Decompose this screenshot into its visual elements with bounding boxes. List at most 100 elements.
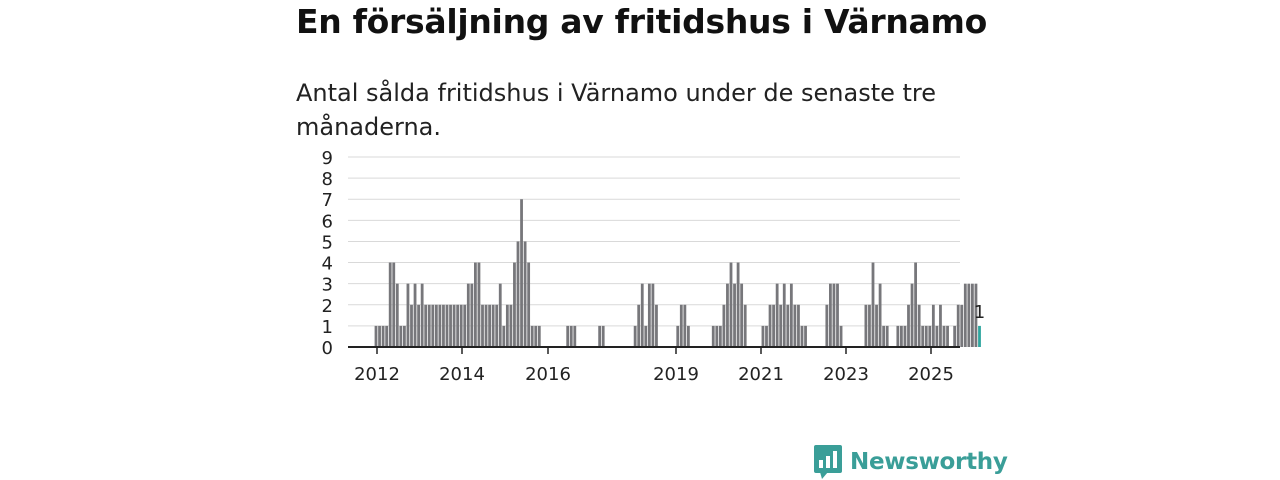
bar [601,325,605,347]
bar [953,325,957,347]
bar [839,325,843,347]
bar [896,325,900,347]
bar [566,325,570,347]
bar [449,304,452,347]
bar [878,283,882,347]
bar [385,325,389,347]
bar [974,283,978,347]
x-tick-label: 2019 [653,364,699,385]
bar [381,325,385,347]
bar [775,283,779,347]
y-tick-label: 4 [322,254,333,275]
bar [406,283,410,347]
bar [520,199,523,347]
bar [445,304,449,347]
bar [935,325,939,347]
bar [885,325,889,347]
bar [442,304,445,347]
y-tick-label: 7 [322,190,333,211]
x-tick-label: 2025 [908,364,954,385]
bar [800,325,804,347]
bar [733,283,736,347]
y-tick-label: 8 [322,169,333,190]
bar [516,241,520,347]
y-tick-label: 3 [322,275,333,296]
bar [655,304,658,347]
bar [530,325,534,347]
bar [772,304,775,347]
bar [789,283,793,347]
x-tick-label: 2021 [738,364,784,385]
bar-latest [978,325,981,347]
x-tick-label: 2014 [439,364,485,385]
x-tick-label: 2023 [823,364,869,385]
bar [740,283,744,347]
bar [463,304,467,347]
bar [921,325,925,347]
bar [410,304,413,347]
bar [761,325,765,347]
bar [875,304,878,347]
bar [765,325,768,347]
bar [523,241,527,347]
bar [644,325,648,347]
bar [729,262,733,347]
bar [505,304,509,347]
bar [900,325,903,347]
bar [495,304,499,347]
bar [743,304,747,347]
bar [420,283,424,347]
x-tick-label: 2012 [354,364,400,385]
bar [960,304,964,347]
bar [779,304,783,347]
bar [434,304,438,347]
bar [509,304,513,347]
bar [768,304,772,347]
brand-name: Newsworthy [850,449,1008,475]
bar [637,304,641,347]
bar [782,283,786,347]
bar [374,325,378,347]
bar [395,283,399,347]
bar [804,325,807,347]
bar [679,304,683,347]
bar [683,304,687,347]
bar [513,262,516,347]
bar [963,283,967,347]
bar [456,304,460,347]
bar [388,262,392,347]
bar [825,304,829,347]
y-tick-label: 5 [322,232,333,253]
bar [718,325,722,347]
bar [715,325,719,347]
bar [481,304,484,347]
bar [956,304,960,347]
bar [882,325,886,347]
bar [598,325,602,347]
bar [931,304,935,347]
bar [797,304,800,347]
bar [829,283,832,347]
chart-subtitle: Antal sålda fritidshus i Värnamo under d… [296,79,937,141]
bar [484,304,488,347]
y-tick-label: 9 [322,148,333,169]
y-tick-label: 1 [322,317,333,338]
bar [413,283,417,347]
bar [537,325,541,347]
bars [374,199,981,347]
bar [914,262,917,347]
x-axis-ticks: 2012 2014 2016 2019 2021 2023 2025 [354,347,954,385]
bar [711,325,715,347]
bar [946,325,949,347]
newsworthy-logo: Newsworthy [814,445,1008,479]
y-tick-label: 2 [322,296,333,317]
bar [651,283,655,347]
bar [569,325,573,347]
bar [907,304,910,347]
y-tick-label: 6 [322,211,333,232]
x-tick-label: 2016 [525,364,571,385]
bar [459,304,463,347]
bar [527,262,531,347]
bar [534,325,538,347]
